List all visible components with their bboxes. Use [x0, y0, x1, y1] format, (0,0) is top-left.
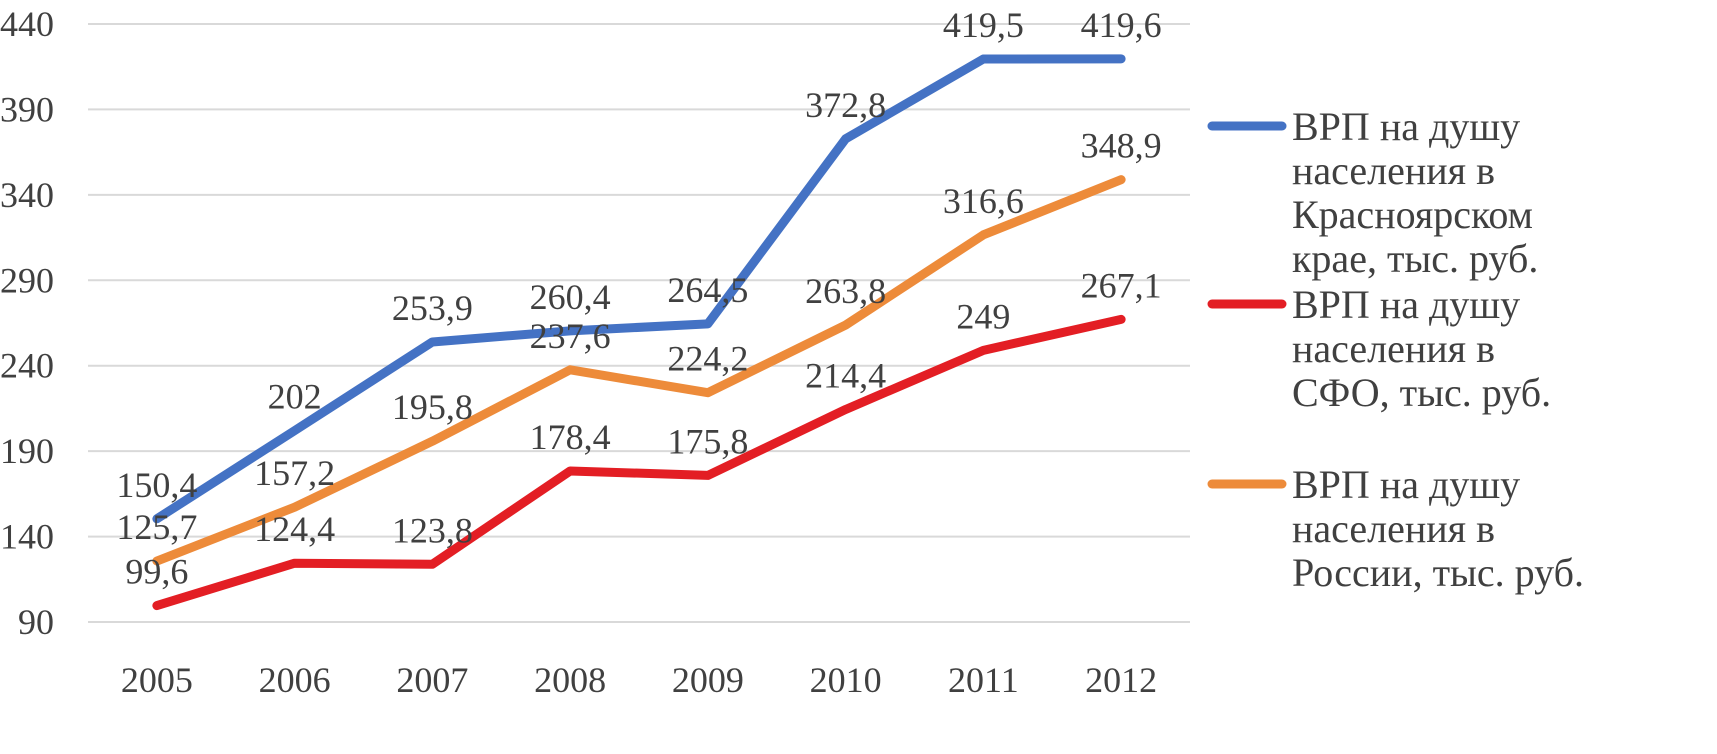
- y-tick-label: 190: [0, 431, 54, 471]
- x-tick-label: 2007: [396, 660, 468, 700]
- data-label: 124,4: [254, 509, 335, 549]
- legend-label: населения в: [1292, 326, 1495, 371]
- series-line-3: [152, 175, 1126, 566]
- data-label: 253,9: [392, 288, 473, 328]
- gridlines: [88, 23, 1190, 623]
- data-label: 202: [268, 377, 322, 417]
- data-label: 260,4: [530, 277, 611, 317]
- x-tick-label: 2009: [672, 660, 744, 700]
- data-label: 125,7: [116, 507, 197, 547]
- series-lines: [152, 54, 1126, 611]
- data-label: 237,6: [530, 316, 611, 356]
- legend-label: Красноярском: [1292, 192, 1533, 237]
- data-label: 99,6: [125, 552, 188, 592]
- y-tick-label: 90: [18, 602, 54, 642]
- data-label: 267,1: [1081, 265, 1162, 305]
- data-label: 249: [956, 296, 1010, 336]
- legend-label: ВРП на душу: [1292, 282, 1520, 327]
- x-tick-label: 2005: [121, 660, 193, 700]
- data-label: 178,4: [530, 417, 611, 457]
- data-label: 263,8: [805, 271, 886, 311]
- data-labels: 150,4 202 253,9 260,4 264,5 372,8 419,5 419,6 99…: [116, 5, 1161, 592]
- legend-label: ВРП на душу: [1292, 104, 1520, 149]
- x-tick-label: 2010: [810, 660, 882, 700]
- data-label: 157,2: [254, 453, 335, 493]
- legend-label: населения в: [1292, 148, 1495, 193]
- y-tick-label: 140: [0, 517, 54, 557]
- data-label: 214,4: [805, 355, 886, 395]
- y-tick-label: 390: [0, 89, 54, 129]
- x-tick-label: 2011: [948, 660, 1019, 700]
- x-axis-tick-labels: 2005 2006 2007 2008 2009 2010 2011 2012: [121, 660, 1157, 700]
- data-label: 150,4: [116, 465, 197, 505]
- data-label: 348,9: [1081, 126, 1162, 166]
- x-tick-label: 2006: [259, 660, 331, 700]
- legend-label: ВРП на душу: [1292, 462, 1520, 507]
- data-label: 372,8: [805, 85, 886, 125]
- x-tick-label: 2012: [1085, 660, 1157, 700]
- data-label: 175,8: [667, 421, 748, 461]
- y-tick-label: 340: [0, 175, 54, 215]
- legend-label: СФО, тыс. руб.: [1292, 370, 1551, 415]
- data-label: 419,6: [1081, 5, 1162, 45]
- data-label: 264,5: [667, 270, 748, 310]
- data-label: 123,8: [392, 510, 473, 550]
- series-line-1: [152, 54, 1126, 524]
- data-label: 316,6: [943, 181, 1024, 221]
- legend-label: населения в: [1292, 506, 1495, 551]
- data-label: 419,5: [943, 5, 1024, 45]
- y-tick-label: 290: [0, 260, 54, 300]
- legend-label: России, тыс. руб.: [1292, 550, 1584, 595]
- data-label: 224,2: [667, 339, 748, 379]
- data-label: 195,8: [392, 387, 473, 427]
- x-tick-label: 2008: [534, 660, 606, 700]
- y-tick-label: 240: [0, 346, 54, 386]
- legend-label: крае, тыс. руб.: [1292, 236, 1538, 281]
- y-tick-label: 440: [0, 4, 54, 44]
- y-axis-tick-labels: 90 140 190 240 290 340 390 440: [0, 4, 54, 642]
- series-line-2: [152, 314, 1126, 611]
